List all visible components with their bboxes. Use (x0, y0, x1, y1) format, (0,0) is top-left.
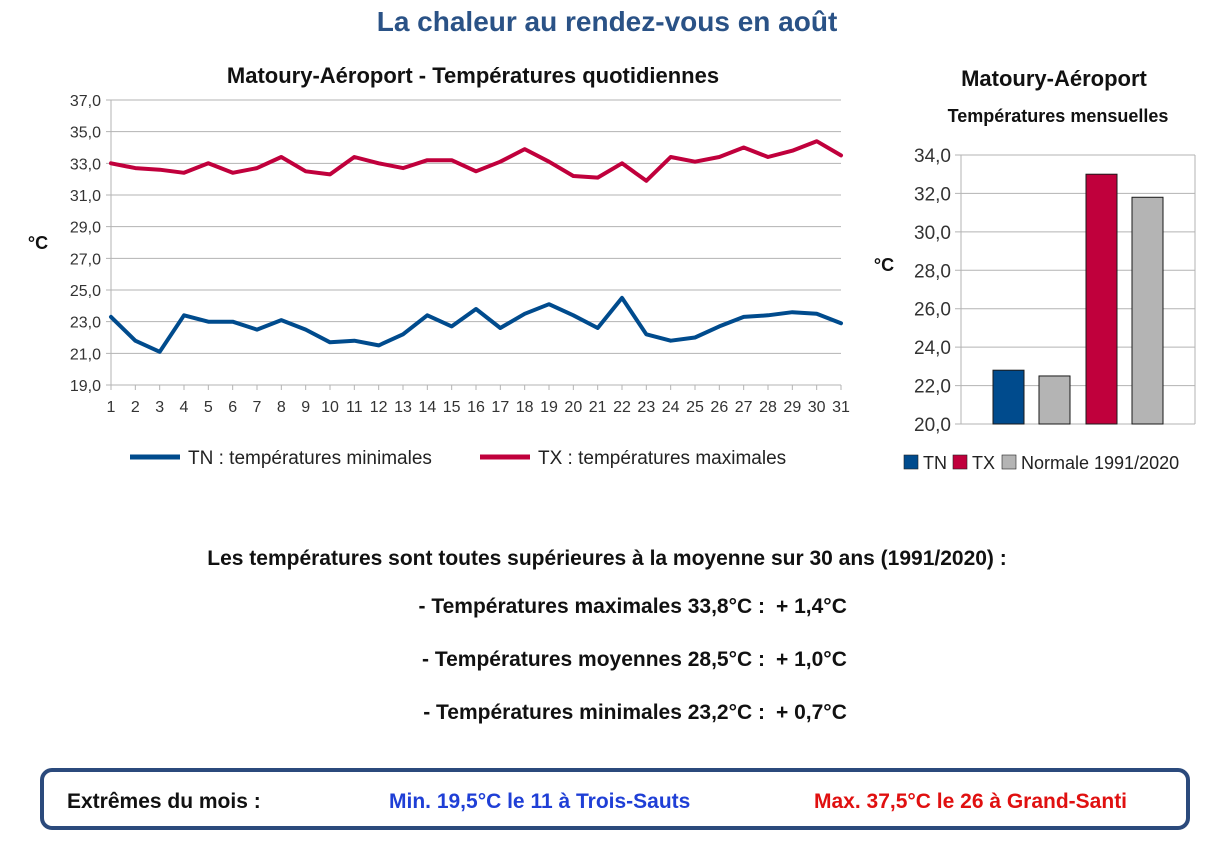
legend-label-normale: Normale 1991/2020 (1021, 453, 1179, 473)
line-chart-y-tick-label: 19,0 (70, 378, 101, 395)
line-chart-x-tick-label: 24 (662, 399, 680, 416)
line-chart-title: Matoury-Aéroport - Températures quotidie… (227, 63, 719, 88)
bar-chart-title: Matoury-Aéroport (961, 66, 1147, 91)
line-chart-x-tick-label: 26 (710, 399, 728, 416)
line-chart-x-tick-label: 30 (808, 399, 826, 416)
summary-min-label: - Températures minimales 23,2°C : (423, 701, 765, 724)
line-chart-series (109, 139, 843, 354)
legend-label-tx: TX (972, 453, 995, 473)
daily-temperature-line-chart: Matoury-Aéroport - Températures quotidie… (28, 63, 850, 469)
line-chart-x-tick-label: 29 (783, 399, 801, 416)
bar-chart-y-tick-label: 30,0 (914, 223, 951, 244)
summary-max-label: - Températures maximales 33,8°C : (418, 595, 766, 618)
line-chart-grid (106, 99, 842, 390)
line-chart-x-tick-label: 18 (516, 399, 534, 416)
line-chart-x-tick-label: 17 (491, 399, 509, 416)
tx-series-line (109, 139, 843, 183)
line-chart-x-tick-label: 25 (686, 399, 704, 416)
legend-label-tx: TX : températures maximales (538, 448, 786, 469)
page-title: La chaleur au rendez-vous en août (376, 6, 838, 37)
line-chart-x-tick-label: 19 (540, 399, 558, 416)
extremes-box: Extrêmes du mois : Min. 19,5°C le 11 à T… (40, 768, 1190, 830)
legend-label-tn: TN (923, 453, 947, 473)
bar-chart-y-tick-label: 32,0 (914, 184, 951, 205)
line-chart-x-tick-label: 13 (394, 399, 412, 416)
summary-min-delta: + 0,7°C (776, 701, 847, 724)
legend-swatch-normale (1001, 454, 1017, 470)
bar-chart-y-ticks: 20,0 22,0 24,0 26,0 28,0 30,0 32,0 34,0 (914, 146, 951, 436)
extremes-min: Min. 19,5°C le 11 à Trois-Sauts (389, 790, 691, 813)
line-chart-x-tick-label: 4 (180, 399, 189, 416)
bar-chart-legend: TN TX Normale 1991/2020 (903, 453, 1179, 473)
summary-intro: Les températures sont toutes supérieures… (207, 547, 1007, 570)
summary-mean-label: - Températures moyennes 28,5°C : (422, 648, 765, 671)
line-chart-x-tick-label: 7 (253, 399, 262, 416)
bar-normale-1991-2020-1 (1038, 375, 1071, 425)
line-chart-y-tick-label: 37,0 (70, 93, 101, 110)
bar-chart-y-tick-label: 20,0 (914, 415, 951, 436)
extremes-max: Max. 37,5°C le 26 à Grand-Santi (814, 790, 1128, 813)
line-chart-legend: TN : températures minimales TX : tempéra… (130, 448, 786, 469)
line-chart-x-tick-label: 3 (155, 399, 164, 416)
bar-normale-1991-2020-3 (1131, 196, 1164, 425)
tn-series-line (109, 295, 843, 354)
bar-tn-0 (992, 369, 1025, 425)
bar-chart-y-tick-label: 22,0 (914, 377, 951, 398)
summary-max-delta: + 1,4°C (776, 595, 847, 618)
bar-chart-y-tick-label: 34,0 (914, 146, 951, 167)
line-chart-x-tick-label: 14 (418, 399, 436, 416)
line-chart-x-tick-label: 22 (613, 399, 631, 416)
line-chart-x-tick-label: 8 (277, 399, 286, 416)
line-chart-x-tick-label: 11 (346, 399, 363, 416)
extremes-label: Extrêmes du mois : (67, 790, 261, 813)
line-chart-y-tick-label: 21,0 (70, 346, 101, 363)
bar-chart-y-tick-label: 28,0 (914, 261, 951, 282)
line-chart-y-tick-label: 25,0 (70, 283, 101, 300)
line-chart-y-tick-label: 31,0 (70, 188, 101, 205)
line-chart-x-tick-label: 20 (564, 399, 582, 416)
line-chart-x-tick-label: 21 (589, 399, 607, 416)
summary-mean-delta: + 1,0°C (776, 648, 847, 671)
legend-swatch-tn (903, 454, 919, 470)
line-chart-x-ticks: 1 2 3 4 5 6 7 8 9 10 11 12 13 14 15 16 17 18 19 20 21 22 23 24 2… (107, 399, 850, 416)
line-chart-y-axis-label: °C (28, 233, 48, 253)
line-chart-x-tick-label: 31 (832, 399, 850, 416)
line-chart-x-tick-label: 9 (301, 399, 310, 416)
line-chart-y-tick-label: 33,0 (70, 156, 101, 173)
monthly-temperature-bar-chart: Matoury-Aéroport Températures mensuelles… (874, 66, 1196, 473)
line-chart-x-tick-label: 23 (637, 399, 655, 416)
line-chart-x-tick-label: 10 (321, 399, 339, 416)
line-chart-x-tick-label: 27 (735, 399, 753, 416)
line-chart-y-tick-label: 29,0 (70, 220, 101, 237)
line-chart-x-tick-label: 2 (131, 399, 140, 416)
line-chart-y-tick-label: 23,0 (70, 315, 101, 332)
bar-chart-subtitle: Températures mensuelles (948, 106, 1169, 126)
line-chart-x-tick-label: 12 (370, 399, 388, 416)
line-chart-x-tick-label: 5 (204, 399, 213, 416)
line-chart-x-tick-label: 6 (228, 399, 237, 416)
line-chart-y-tick-label: 27,0 (70, 251, 101, 268)
bar-chart-y-tick-label: 26,0 (914, 300, 951, 321)
line-chart-y-ticks: 19,0 21,0 23,0 25,0 27,0 29,0 31,0 33,0 35,0 37,0 (70, 93, 101, 395)
line-chart-x-tick-label: 15 (443, 399, 461, 416)
line-chart-x-tick-label: 1 (107, 399, 116, 416)
bar-chart-bars (992, 173, 1164, 425)
bar-chart-y-axis-label: °C (874, 255, 894, 275)
line-chart-y-tick-label: 35,0 (70, 125, 101, 142)
bar-tx-2 (1085, 173, 1118, 425)
line-chart-x-tick-label: 28 (759, 399, 777, 416)
legend-swatch-tx (952, 454, 968, 470)
line-chart-x-tick-label: 16 (467, 399, 485, 416)
legend-label-tn: TN : températures minimales (188, 448, 432, 469)
bar-chart-y-tick-label: 24,0 (914, 338, 951, 359)
